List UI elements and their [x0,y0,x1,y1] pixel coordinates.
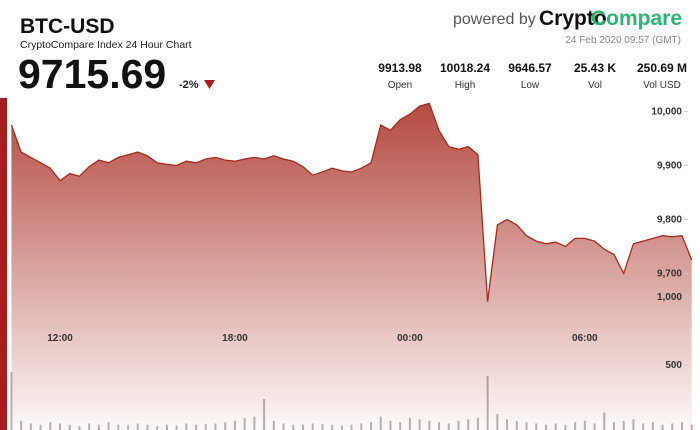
stat-value: 25.43 K [574,61,616,75]
x-tick-label: 18:00 [222,333,248,344]
last-price: 9715.69 [18,51,166,97]
brand-crypto: Crypto [539,7,607,30]
x-tick-label: 12:00 [47,333,73,344]
stat-value: 9913.98 [378,61,422,75]
stat-label: High [455,80,476,91]
brand-compare: Compare [591,7,682,30]
chart-title: BTC-USD [20,15,115,38]
down-arrow [204,80,215,89]
plot: 10,000 9,900 9,800 9,700 1,000 500 12:00 18:00 0… [10,102,693,430]
stat-label: Vol [588,80,602,91]
y-tick-label: 10,000 [651,107,682,118]
stat-value: 10018.24 [440,61,490,75]
volume-bar [690,424,693,430]
accent-bar [0,98,7,430]
y2-tick-label: 500 [665,360,682,371]
change: -2% [179,79,199,91]
timestamp: 24 Feb 2020 09:57 (GMT) [565,35,681,46]
y-tick-label: 9,900 [657,161,682,172]
stat-value: 250.69 M [637,61,687,75]
subtitle: CryptoCompare Index 24 Hour Chart [20,39,192,51]
stat-label: Open [388,80,412,91]
powered-by: powered by [453,11,536,28]
stats: 9913.98 Open 10018.24 High 9646.57 Low 25.43 K… [378,61,687,91]
y-tick-label: 9,700 [657,269,682,280]
price-line [10,102,693,302]
stat-label: Low [521,80,540,91]
x-tick-label: 06:00 [572,333,598,344]
price-area [11,103,692,430]
x-tick-label: 00:00 [397,333,423,344]
y-tick-label: 9,800 [657,215,682,226]
y2-tick-label: 1,000 [657,292,682,303]
stat-label: Vol USD [643,80,681,91]
stat-value: 9646.57 [508,61,552,75]
